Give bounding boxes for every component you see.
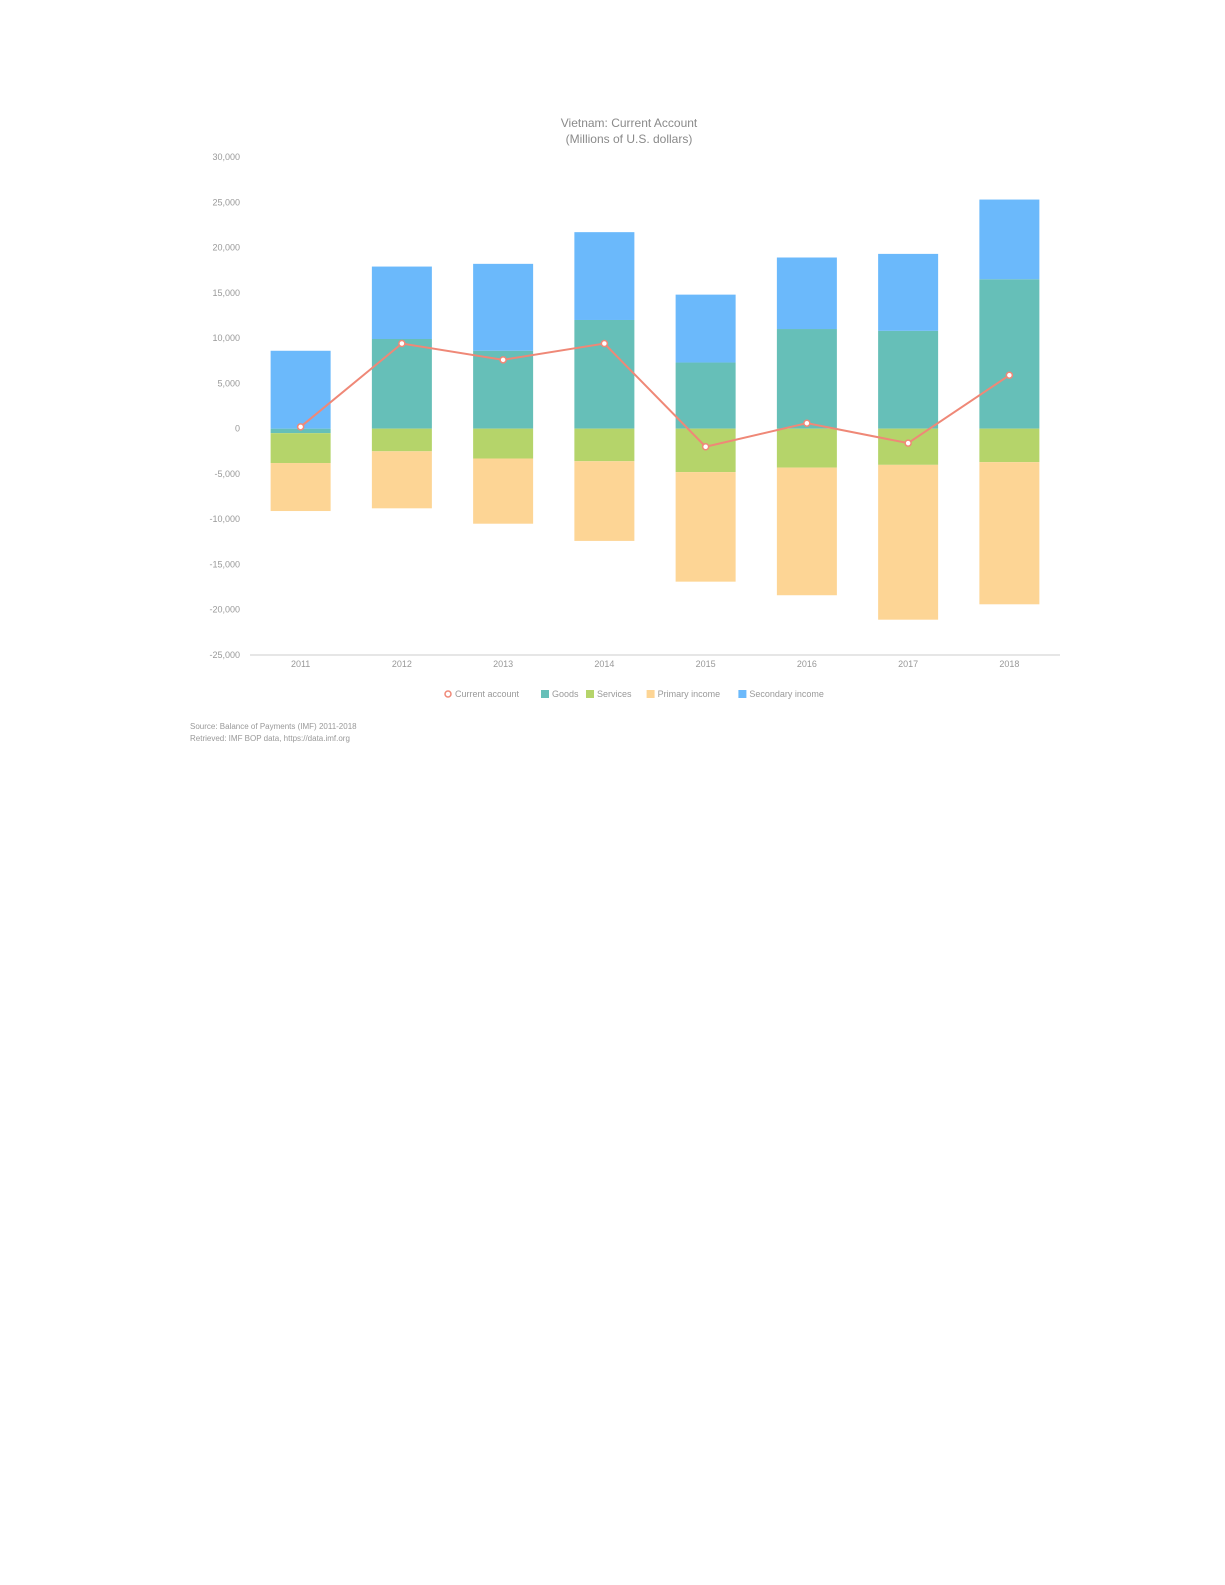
legend-marker — [646, 690, 655, 698]
bar-secondary-income — [473, 263, 534, 351]
bar-secondary-income — [574, 232, 635, 320]
bar-goods — [270, 428, 331, 434]
current-account-point — [398, 339, 406, 348]
bar-goods — [776, 329, 837, 429]
bar-secondary-income — [776, 257, 837, 330]
bar-goods — [878, 330, 939, 429]
legend-marker — [586, 690, 594, 698]
chart: Vietnam: Current Account (Millions of U.… — [209, 116, 1060, 699]
legend-marker — [738, 690, 747, 698]
bar-primary-income — [979, 462, 1040, 605]
bar-primary-income — [473, 458, 534, 524]
x-tick-label: 2016 — [797, 659, 817, 669]
current-account-point — [904, 439, 912, 447]
bar-services — [473, 428, 534, 459]
source-line-1: Source: Balance of Payments (IMF) 2011-2… — [190, 722, 357, 731]
legend-label: Services — [597, 689, 632, 699]
current-account-line — [299, 342, 1010, 448]
chart-subtitle: (Millions of U.S. dollars) — [566, 132, 693, 146]
current-account-point — [1005, 371, 1014, 379]
current-account-point — [499, 356, 507, 364]
legend-label: Current account — [455, 689, 520, 699]
bar-primary-income — [878, 464, 939, 620]
x-tick-label: 2017 — [898, 659, 918, 669]
y-tick-label: -20,000 — [209, 605, 240, 615]
chart-title: Vietnam: Current Account — [561, 116, 698, 130]
bar-services — [371, 428, 432, 452]
y-tick-label: 30,000 — [212, 152, 240, 162]
bar-secondary-income — [979, 199, 1040, 280]
bar-services — [270, 433, 331, 464]
current-account-point — [803, 419, 811, 427]
y-tick-label: 5,000 — [217, 378, 240, 388]
y-tick-label: -10,000 — [209, 514, 240, 524]
legend-label: Goods — [552, 689, 579, 699]
bar-secondary-income — [675, 294, 736, 363]
bar-goods — [473, 350, 534, 429]
bar-services — [574, 428, 635, 462]
x-tick-label: 2018 — [999, 659, 1019, 669]
source-line-2: Retrieved: IMF BOP data, https://data.im… — [190, 734, 350, 743]
bar-goods — [574, 319, 635, 429]
current-account-point — [701, 442, 710, 451]
bar-goods — [675, 362, 736, 429]
y-tick-label: -25,000 — [209, 650, 240, 660]
x-tick-label: 2012 — [392, 659, 412, 669]
y-tick-label: 10,000 — [212, 333, 240, 343]
bar-primary-income — [675, 472, 736, 582]
y-tick-label: -5,000 — [214, 469, 240, 479]
legend-marker — [541, 690, 549, 698]
bar-goods — [371, 338, 432, 429]
y-tick-label: -15,000 — [209, 559, 240, 569]
bar-primary-income — [371, 451, 432, 509]
y-tick-label: 25,000 — [212, 197, 240, 207]
y-tick-label: 20,000 — [212, 243, 240, 253]
x-tick-label: 2013 — [493, 659, 513, 669]
legend-label: Primary income — [658, 689, 721, 699]
legend-marker — [444, 690, 452, 698]
bar-services — [776, 428, 837, 468]
x-tick-label: 2015 — [696, 659, 716, 669]
y-tick-label: 15,000 — [212, 288, 240, 298]
bar-secondary-income — [878, 253, 939, 331]
x-tick-label: 2014 — [594, 659, 614, 669]
bar-primary-income — [270, 463, 331, 512]
bar-primary-income — [776, 467, 837, 596]
bar-goods — [979, 279, 1040, 429]
bar-secondary-income — [270, 350, 331, 429]
bar-services — [979, 428, 1040, 463]
y-tick-label: 0 — [235, 424, 240, 434]
current-account-point — [296, 423, 305, 431]
legend-label: Secondary income — [749, 689, 824, 699]
bar-primary-income — [574, 461, 635, 541]
current-account-point — [600, 339, 609, 348]
bar-secondary-income — [371, 266, 432, 339]
x-tick-label: 2011 — [291, 659, 310, 669]
